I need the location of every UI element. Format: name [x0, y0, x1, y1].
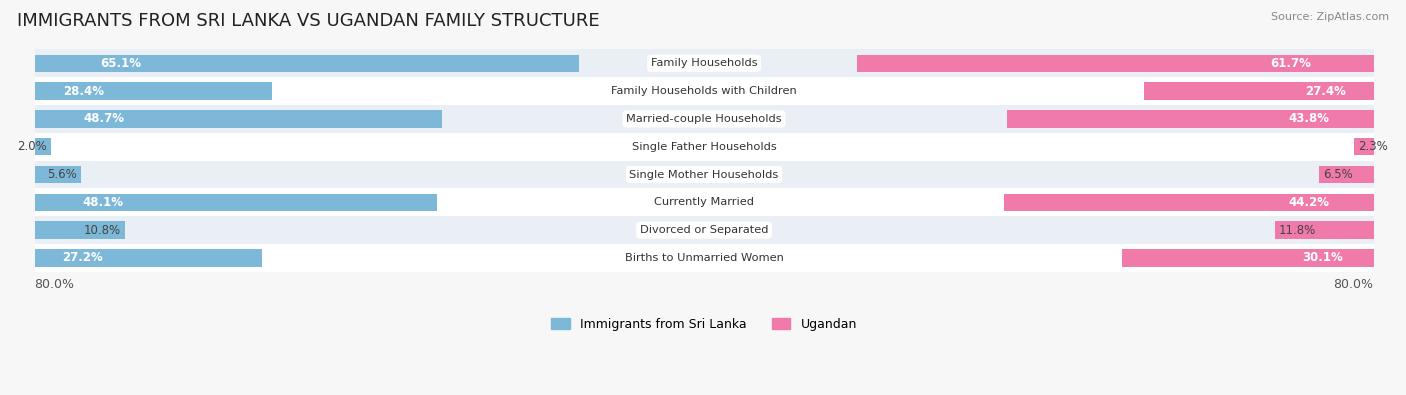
Bar [1354, 138, 1374, 155]
Text: 10.8%: 10.8% [83, 224, 121, 237]
Bar [1144, 83, 1374, 100]
Text: Single Father Households: Single Father Households [631, 142, 776, 152]
Bar [35, 194, 437, 211]
Text: 27.2%: 27.2% [62, 252, 103, 264]
Text: 80.0%: 80.0% [1333, 278, 1374, 291]
Text: Currently Married: Currently Married [654, 198, 754, 207]
Bar [35, 216, 1374, 244]
Bar [35, 138, 51, 155]
Text: 6.5%: 6.5% [1323, 168, 1353, 181]
Text: Family Households with Children: Family Households with Children [612, 86, 797, 96]
Bar [1007, 110, 1374, 128]
Text: 11.8%: 11.8% [1279, 224, 1316, 237]
Bar [35, 133, 1374, 161]
Bar [35, 55, 579, 72]
Bar [1275, 222, 1374, 239]
Text: 30.1%: 30.1% [1302, 252, 1343, 264]
Text: Divorced or Separated: Divorced or Separated [640, 225, 768, 235]
Text: IMMIGRANTS FROM SRI LANKA VS UGANDAN FAMILY STRUCTURE: IMMIGRANTS FROM SRI LANKA VS UGANDAN FAM… [17, 12, 599, 30]
Text: 44.2%: 44.2% [1288, 196, 1329, 209]
Text: 5.6%: 5.6% [48, 168, 77, 181]
Text: 48.1%: 48.1% [83, 196, 124, 209]
Text: Source: ZipAtlas.com: Source: ZipAtlas.com [1271, 12, 1389, 22]
Legend: Immigrants from Sri Lanka, Ugandan: Immigrants from Sri Lanka, Ugandan [547, 313, 862, 336]
Text: Single Mother Households: Single Mother Households [630, 169, 779, 179]
Bar [35, 161, 1374, 188]
Bar [35, 249, 262, 267]
Bar [858, 55, 1374, 72]
Text: 43.8%: 43.8% [1288, 113, 1330, 125]
Bar [1122, 249, 1374, 267]
Text: Family Households: Family Households [651, 58, 758, 68]
Bar [35, 110, 441, 128]
Bar [1004, 194, 1374, 211]
Text: 27.4%: 27.4% [1305, 85, 1346, 98]
Text: 48.7%: 48.7% [83, 113, 125, 125]
Bar [35, 83, 273, 100]
Bar [35, 222, 125, 239]
Bar [35, 49, 1374, 77]
Bar [35, 105, 1374, 133]
Text: Births to Unmarried Women: Births to Unmarried Women [624, 253, 783, 263]
Text: 80.0%: 80.0% [35, 278, 75, 291]
Bar [35, 166, 82, 183]
Bar [35, 244, 1374, 272]
Bar [1319, 166, 1374, 183]
Text: 61.7%: 61.7% [1271, 57, 1312, 70]
Text: 28.4%: 28.4% [63, 85, 104, 98]
Text: 2.0%: 2.0% [17, 140, 46, 153]
Text: 65.1%: 65.1% [100, 57, 141, 70]
Bar [35, 188, 1374, 216]
Text: 2.3%: 2.3% [1358, 140, 1388, 153]
Text: Married-couple Households: Married-couple Households [626, 114, 782, 124]
Bar [35, 77, 1374, 105]
